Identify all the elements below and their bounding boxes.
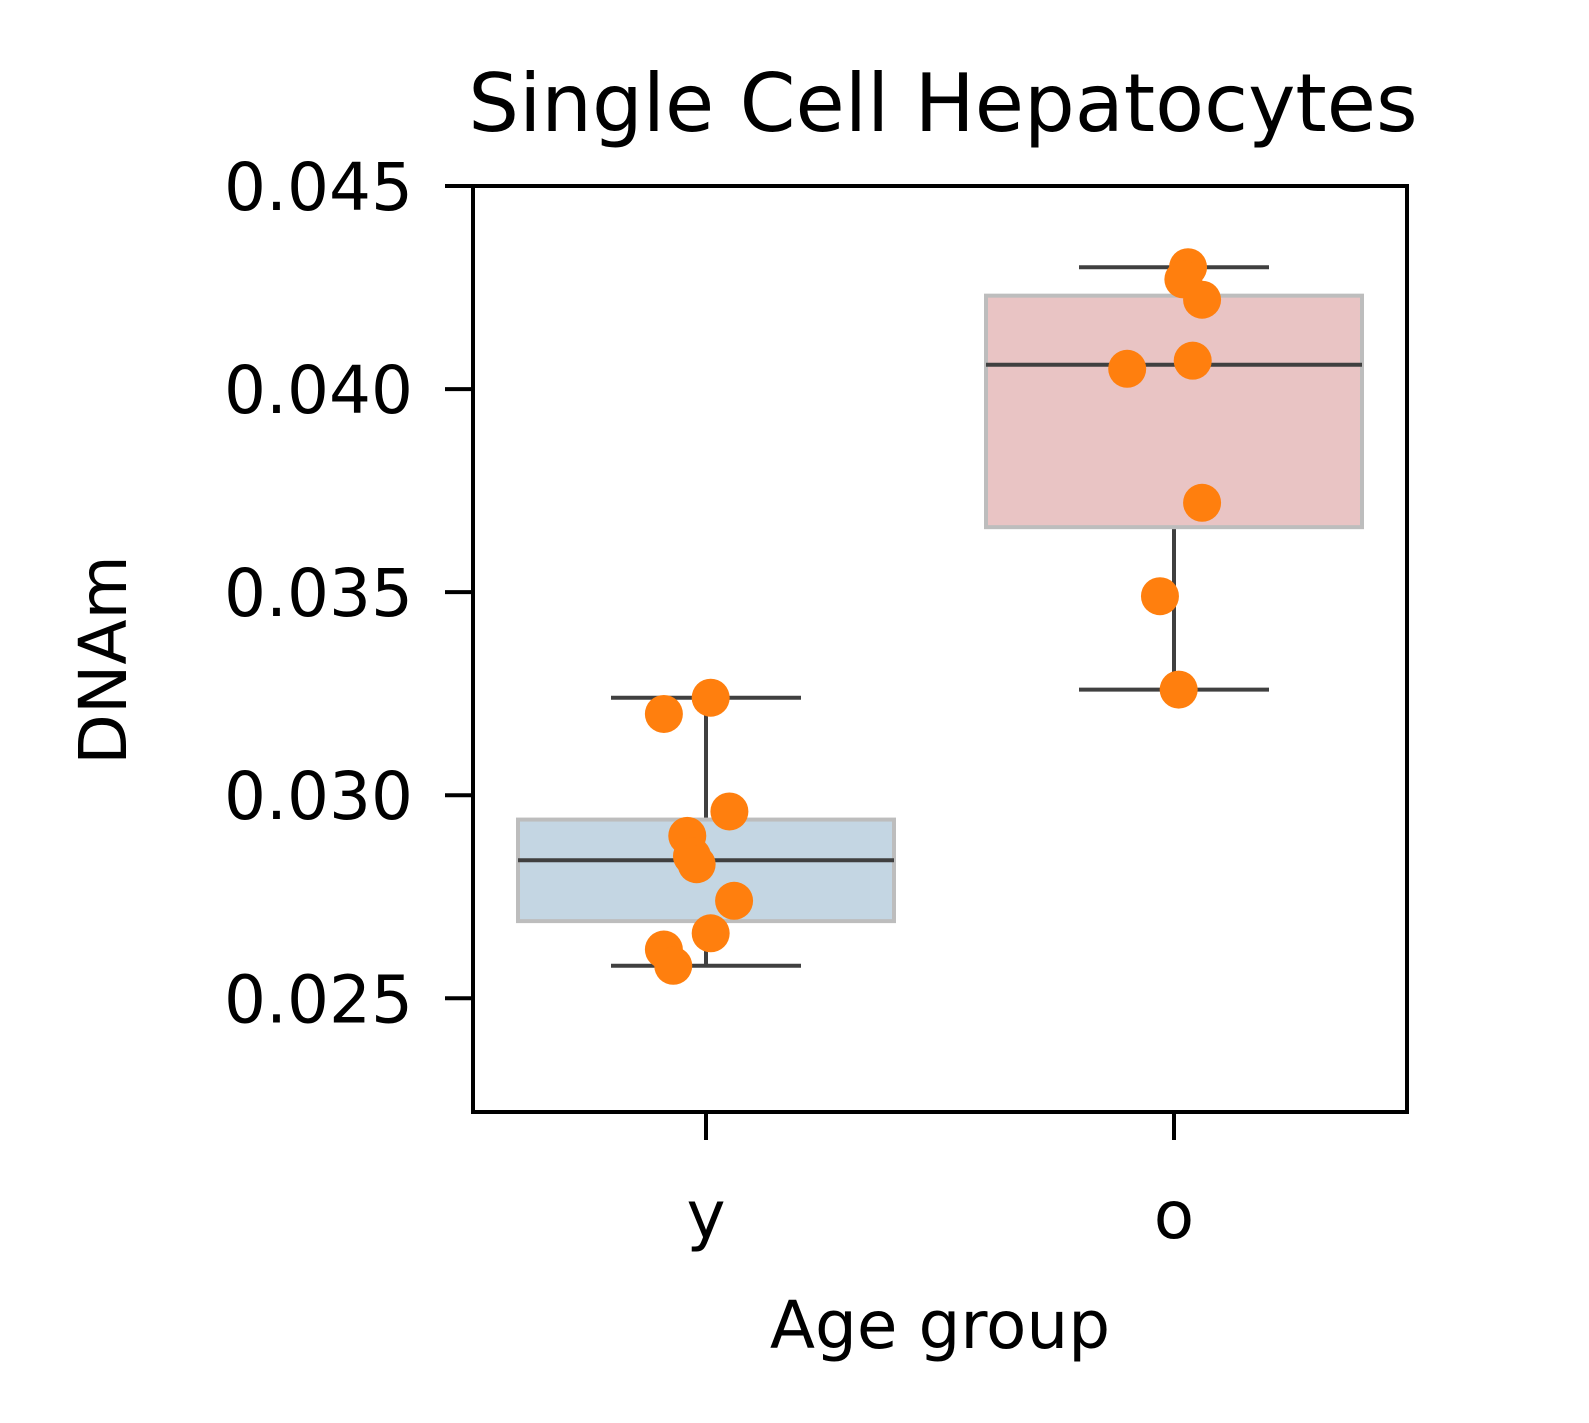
data-point-o: [1140, 577, 1179, 616]
data-point-y: [691, 678, 730, 717]
y-tick-label: 0.045: [224, 149, 413, 226]
data-point-y: [654, 946, 693, 985]
y-tick-label: 0.025: [224, 961, 413, 1038]
data-point-y: [715, 881, 754, 920]
data-point-o: [1159, 670, 1198, 709]
x-tick-label-y: y: [686, 1177, 725, 1254]
y-axis: 0.025 0.030 0.035 0.040 0.045: [224, 149, 473, 1038]
boxes-layer: [516, 265, 1364, 968]
data-point-o: [1183, 280, 1222, 319]
box-o: [984, 293, 1364, 530]
y-axis-label: DNAm: [65, 555, 142, 765]
x-axis-label: Age group: [770, 1287, 1110, 1364]
chart-title: Single Cell Hepatocytes: [468, 57, 1417, 150]
data-point-y: [691, 914, 730, 953]
data-point-o: [1108, 349, 1147, 388]
data-point-o: [1173, 341, 1212, 380]
data-point-o: [1183, 483, 1222, 522]
y-tick-label: 0.040: [224, 352, 413, 429]
y-tick-label: 0.030: [224, 758, 413, 835]
plot-frame: [471, 184, 1409, 1114]
x-tick-label-o: o: [1154, 1177, 1194, 1254]
y-tick-label: 0.035: [224, 555, 413, 632]
data-point-y: [710, 792, 749, 831]
data-point-y: [677, 845, 716, 884]
points-layer: [644, 248, 1222, 985]
data-point-y: [644, 694, 683, 733]
